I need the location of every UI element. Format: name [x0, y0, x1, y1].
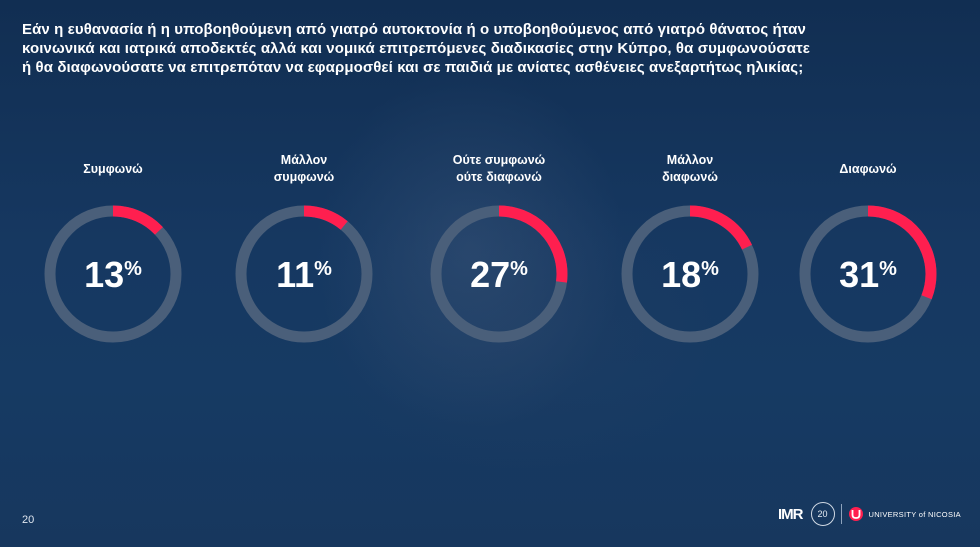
imr-logo: IMR [778, 505, 803, 523]
value-label: 27% [470, 254, 528, 295]
university-logo: UNIVERSITY of NICOSIA [868, 509, 961, 519]
ring-value-arc [799, 205, 937, 343]
donut-5: Διαφωνώ 31% [799, 162, 937, 343]
value-label: 18% [661, 254, 719, 295]
university-mark-icon [848, 506, 864, 522]
category-label: Μάλλον [667, 153, 713, 167]
category-label: διαφωνώ [662, 170, 718, 184]
ring-value-arc [430, 205, 568, 343]
value-label: 13% [84, 254, 142, 295]
donut-2: Μάλλον συμφωνώ 11% [235, 153, 373, 343]
value-label: 31% [839, 254, 897, 295]
category-label: Ούτε συμφωνώ [453, 153, 546, 167]
category-label: ούτε διαφωνώ [456, 170, 542, 184]
donut-4: Μάλλον διαφωνώ 18% [621, 153, 759, 343]
donut-1: Συμφωνώ 13% [44, 162, 182, 343]
anniversary-badge: 20 [810, 502, 835, 526]
logo-divider [840, 504, 842, 524]
ring-value-arc [44, 205, 182, 343]
footer-logos: IMR 20 UNIVERSITY of NICOSIA [778, 500, 968, 528]
category-label: Διαφωνώ [839, 162, 897, 176]
category-label: Μάλλον [281, 153, 327, 167]
ring-value-arc [235, 205, 373, 343]
category-label: Συμφωνώ [83, 162, 143, 176]
donut-3: Ούτε συμφωνώ ούτε διαφωνώ 27% [430, 153, 568, 343]
question-title: Εάν η ευθανασία ή η υποβοηθούμενη από γι… [22, 21, 811, 76]
category-label: συμφωνώ [274, 170, 335, 184]
ring-value-arc [621, 205, 759, 343]
value-label: 11% [276, 254, 332, 295]
page-number: 20 [22, 514, 35, 526]
